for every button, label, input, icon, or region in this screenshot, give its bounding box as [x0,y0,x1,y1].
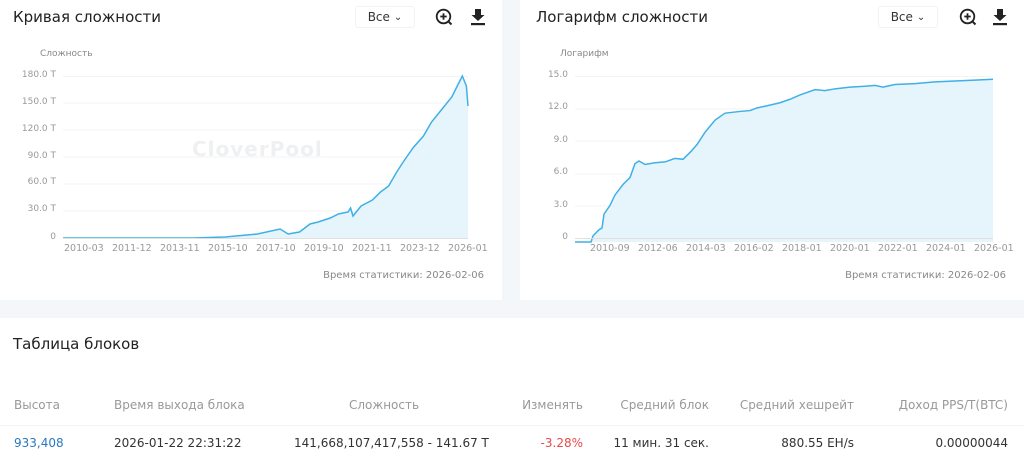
x-tick: 2021-11 [352,243,392,254]
y-tick: 9.0 [553,135,568,145]
chevron-down-icon: ⌄ [393,11,403,23]
difficulty-line-chart [63,76,468,239]
y-tick: 180.0 T [21,70,56,80]
col-header-change: Изменять [522,398,583,412]
range-value: Все [890,10,913,24]
x-tick: 2011-12 [112,243,152,254]
x-tick: 2015-10 [208,243,248,254]
x-tick: 2026-01 [974,243,1014,254]
block-difficulty: 141,668,107,417,558 - 141.67 T [294,436,489,450]
x-tick: 2026-01 [448,243,488,254]
y-tick: 30.0 T [27,204,56,214]
stat-time: Время статистики: 2026-02-06 [323,270,484,281]
y-tick: 3.0 [553,200,568,210]
x-tick: 2019-10 [304,243,344,254]
x-tick: 2013-11 [160,243,200,254]
col-header-avg-hashrate: Средний хешрейт [739,398,854,412]
y-tick: 12.0 [547,102,568,112]
difficulty-change: -3.28% [540,436,583,450]
blocks-table-panel: Таблица блоков Высота Время выхода блока… [0,318,1024,457]
range-value: Все [367,10,390,24]
avg-hashrate: 880.55 EH/s [781,436,854,450]
y-tick: 15.0 [547,70,568,80]
x-tick: 2016-02 [734,243,774,254]
download-icon[interactable] [991,8,1009,26]
log-difficulty-line-chart [575,76,993,239]
chart-title: Кривая сложности [13,8,161,26]
zoom-in-icon[interactable] [959,8,977,26]
y-tick: 120.0 T [21,124,56,134]
range-select[interactable]: Все ⌄ [355,6,415,28]
col-header-pps: Доход PPS/T(BTC) [898,398,1008,412]
table-title: Таблица блоков [13,335,140,353]
col-header-block-time: Время выхода блока [114,398,245,412]
chevron-down-icon: ⌄ [916,11,926,23]
zoom-in-icon[interactable] [435,8,453,26]
x-tick: 2014-03 [686,243,726,254]
x-tick: 2022-01 [878,243,918,254]
pps-income: 0.00000044 [935,436,1008,450]
y-tick: 6.0 [553,167,568,177]
col-header-avg-block: Средний блок [620,398,709,412]
x-tick: 2024-01 [926,243,966,254]
y-tick: 0 [562,232,568,242]
x-tick: 2018-01 [782,243,822,254]
block-height-link[interactable]: 933,408 [14,436,64,450]
avg-block-time: 11 мин. 31 сек. [613,436,709,450]
col-header-height: Высота [14,398,60,412]
x-tick: 2010-03 [64,243,104,254]
block-time: 2026-01-22 22:31:22 [114,436,242,450]
x-tick: 2017-10 [256,243,296,254]
y-tick: 150.0 T [21,97,56,107]
chart-title: Логарифм сложности [536,8,708,26]
x-tick: 2023-12 [400,243,440,254]
col-header-difficulty: Сложность [349,398,420,412]
log-difficulty-panel: Логарифм сложности Все ⌄ Логарифм 15.0 1… [520,0,1024,300]
y-tick: 0 [50,232,56,242]
y-tick: 90.0 T [27,151,56,161]
x-tick: 2020-01 [830,243,870,254]
y-tick: 60.0 T [27,177,56,187]
download-icon[interactable] [469,8,487,26]
stat-time: Время статистики: 2026-02-06 [845,270,1006,281]
row-divider [0,425,1024,426]
difficulty-curve-panel: Кривая сложности Все ⌄ Сложность 180.0 T… [0,0,502,300]
range-select[interactable]: Все ⌄ [878,6,938,28]
y-axis-label: Сложность [40,49,93,59]
y-axis-label: Логарифм [560,49,609,59]
x-tick: 2010-09 [590,243,630,254]
x-tick: 2012-06 [638,243,678,254]
